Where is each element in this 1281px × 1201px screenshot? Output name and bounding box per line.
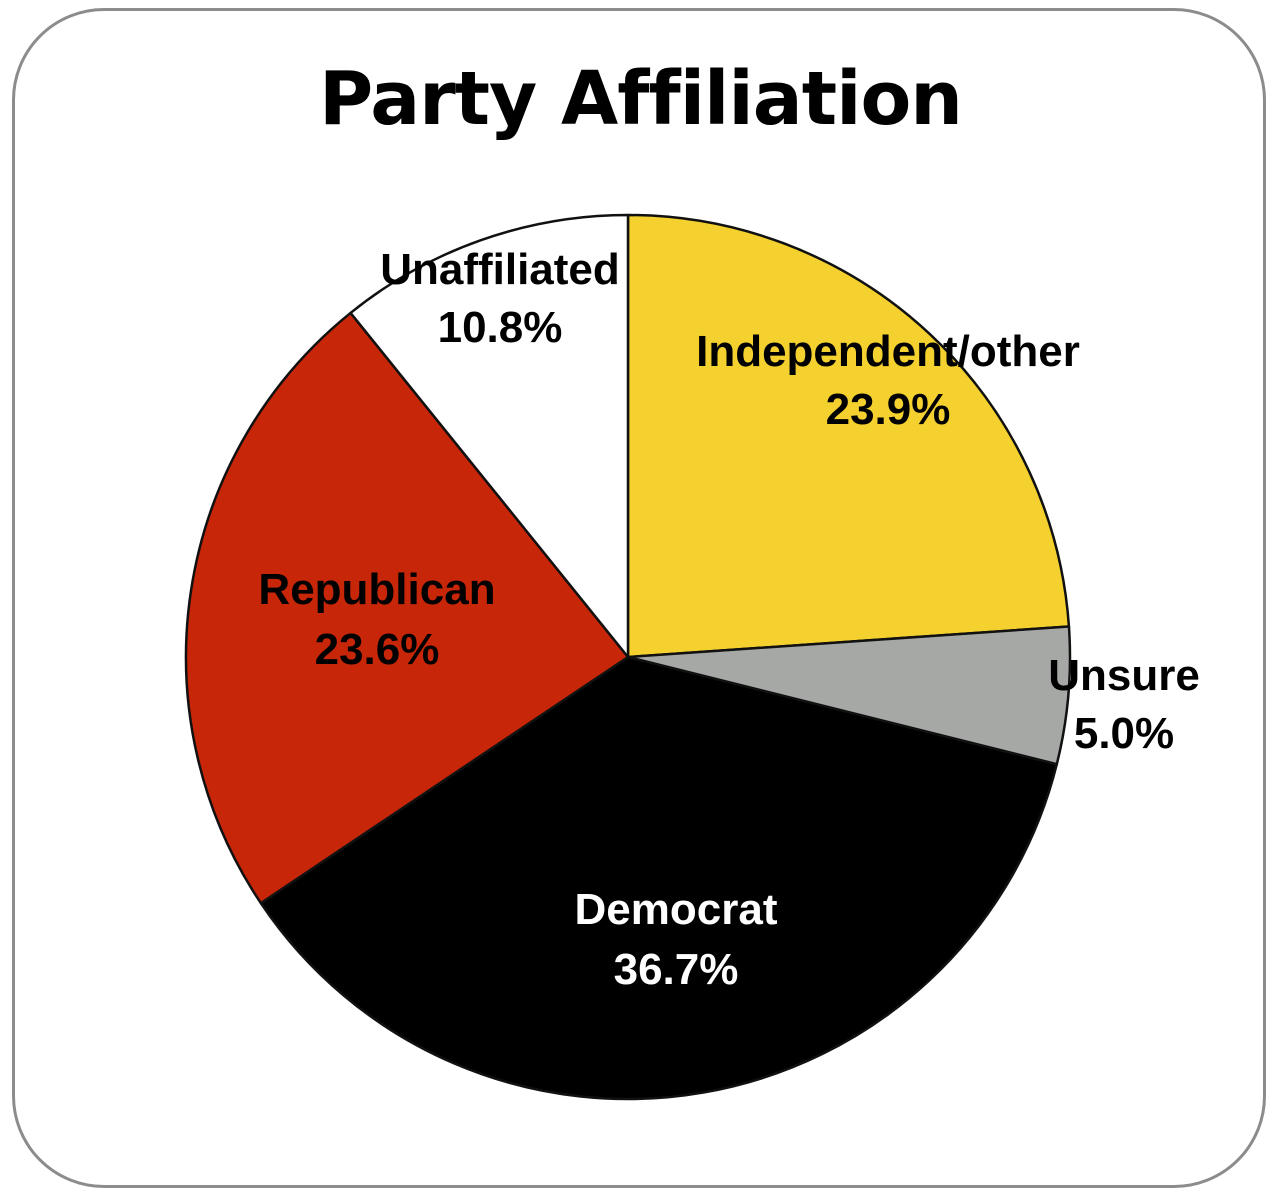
slice-value-republican: 23.6% [315, 625, 440, 674]
slice-value-unsure: 5.0% [1074, 709, 1174, 758]
pie-slice-independent-other [626, 213, 1071, 659]
slice-value-unaffiliated: 10.8% [438, 303, 563, 352]
slice-value-independent-other: 23.9% [826, 385, 951, 434]
chart-title: Party Affiliation [318, 56, 963, 142]
slice-label-republican: Republican [258, 565, 495, 614]
slice-value-democrat: 36.7% [614, 945, 739, 994]
pie-labels: Independent/other 23.9% Unsure 5.0% Democrat… [258, 245, 1199, 994]
slice-label-unsure: Unsure [1048, 651, 1200, 700]
pie-slice-unaffiliated [349, 213, 630, 659]
pie-slices [184, 213, 1072, 1101]
slice-label-independent-other: Independent/other [696, 327, 1080, 376]
slice-label-unaffiliated: Unaffiliated [380, 245, 620, 294]
pie-slice-republican [184, 311, 630, 905]
pie-slice-democrat [259, 655, 1059, 1101]
slice-label-democrat: Democrat [575, 885, 778, 934]
